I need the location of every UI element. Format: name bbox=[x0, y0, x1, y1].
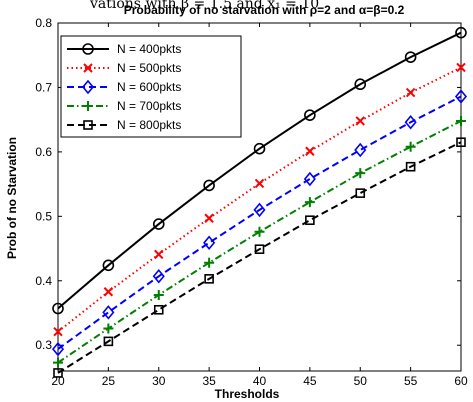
series-line bbox=[57, 120, 462, 364]
legend-marker bbox=[83, 120, 93, 130]
series-2 bbox=[53, 62, 466, 337]
x-tick-label: 60 bbox=[454, 374, 468, 388]
data-point bbox=[354, 142, 367, 158]
legend-marker bbox=[82, 43, 94, 55]
legend-marker bbox=[83, 101, 93, 111]
data-point bbox=[355, 188, 366, 198]
series-3 bbox=[51, 89, 468, 357]
legend-marker bbox=[83, 63, 93, 73]
data-point bbox=[355, 168, 366, 179]
data-point bbox=[305, 215, 315, 225]
series-5 bbox=[53, 137, 466, 378]
data-point bbox=[154, 249, 164, 260]
data-point bbox=[454, 89, 468, 104]
y-tick-label: 0.3 bbox=[35, 338, 52, 352]
data-point bbox=[254, 244, 265, 254]
x-axis-label: Thresholds bbox=[215, 387, 280, 401]
data-point bbox=[153, 304, 164, 315]
x-tick-label: 40 bbox=[253, 374, 267, 388]
data-point bbox=[102, 305, 115, 320]
legend-label: N = 600pkts bbox=[117, 80, 181, 94]
data-point bbox=[304, 109, 316, 121]
data-point bbox=[456, 115, 466, 126]
data-point bbox=[152, 218, 165, 230]
data-point bbox=[455, 26, 467, 39]
data-point bbox=[153, 289, 164, 300]
data-point bbox=[456, 137, 466, 148]
data-point bbox=[456, 62, 466, 73]
data-point bbox=[254, 226, 265, 237]
series-1 bbox=[52, 26, 467, 315]
legend-label: N = 500pkts bbox=[117, 61, 181, 75]
y-tick-label: 0.8 bbox=[35, 16, 52, 30]
data-point bbox=[103, 287, 114, 297]
series-line bbox=[57, 95, 462, 350]
x-tick-label: 35 bbox=[202, 374, 216, 388]
data-point bbox=[404, 51, 417, 63]
top-clipped-text: vations with β = 1.5 and ẋ₁ = 10 bbox=[89, 0, 319, 12]
data-point bbox=[304, 197, 315, 208]
data-point bbox=[53, 326, 63, 337]
x-tick-label: 55 bbox=[404, 374, 418, 388]
legend-marker bbox=[81, 79, 95, 95]
plot-area: 20 25 30 35 40 45 50 55 600.30.40.50.60.70.8N = … bbox=[35, 16, 468, 388]
y-tick-label: 0.4 bbox=[35, 274, 52, 288]
legend-label: N = 800pkts bbox=[117, 118, 181, 132]
data-point bbox=[152, 269, 165, 284]
legend-label: N = 400pkts bbox=[117, 42, 181, 56]
data-point bbox=[405, 141, 416, 152]
data-point bbox=[51, 341, 65, 357]
y-axis-label: Prob of no Starvation bbox=[5, 137, 19, 259]
data-point bbox=[303, 171, 316, 187]
series-line bbox=[57, 141, 462, 374]
data-point bbox=[103, 336, 114, 347]
data-point bbox=[204, 257, 215, 268]
data-point bbox=[405, 87, 416, 98]
x-tick-label: 50 bbox=[354, 374, 368, 388]
x-tick-label: 25 bbox=[102, 374, 116, 388]
series-4 bbox=[53, 115, 466, 368]
data-point bbox=[203, 235, 216, 251]
data-point bbox=[204, 274, 214, 284]
data-point bbox=[203, 179, 215, 192]
x-tick-label: 45 bbox=[303, 374, 317, 388]
data-point bbox=[305, 146, 315, 156]
data-point bbox=[404, 114, 417, 130]
legend-label: N = 700pkts bbox=[117, 99, 181, 113]
y-tick-label: 0.6 bbox=[35, 145, 52, 159]
x-tick-label: 30 bbox=[152, 374, 166, 388]
data-point bbox=[53, 357, 63, 368]
data-point bbox=[355, 116, 365, 126]
data-point bbox=[254, 178, 265, 189]
y-tick-label: 0.5 bbox=[35, 209, 52, 223]
y-tick-label: 0.7 bbox=[35, 80, 52, 94]
data-point bbox=[405, 161, 416, 172]
data-point bbox=[204, 213, 214, 223]
data-point bbox=[53, 368, 63, 378]
data-point bbox=[52, 302, 64, 315]
data-point bbox=[253, 202, 266, 218]
data-point bbox=[253, 142, 266, 155]
series-line bbox=[57, 31, 462, 310]
data-point bbox=[354, 78, 367, 91]
chart-title: Probability of no starvation with ρ=2 an… bbox=[124, 3, 405, 17]
legend: N = 400pkts N = 500pkts N = 600pkts N = 700… bbox=[60, 35, 242, 138]
data-point bbox=[102, 259, 115, 272]
data-point bbox=[103, 323, 114, 334]
